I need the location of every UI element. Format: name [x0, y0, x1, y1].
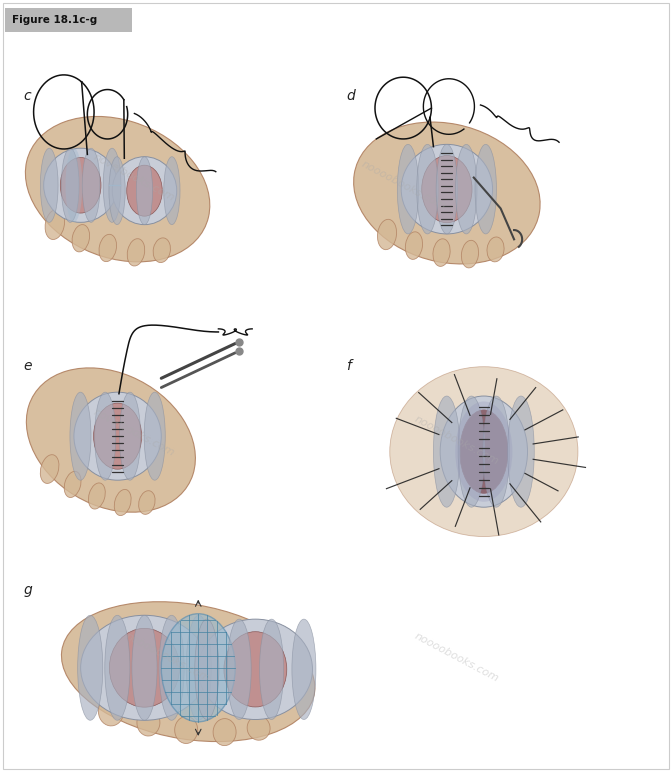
- Ellipse shape: [224, 631, 287, 707]
- Ellipse shape: [26, 117, 210, 262]
- Ellipse shape: [422, 156, 472, 222]
- Ellipse shape: [390, 367, 578, 537]
- Ellipse shape: [164, 157, 180, 225]
- Ellipse shape: [227, 619, 251, 720]
- Text: noooobooks.com: noooobooks.com: [413, 631, 501, 684]
- Ellipse shape: [440, 396, 528, 507]
- Ellipse shape: [112, 157, 177, 225]
- Ellipse shape: [198, 619, 312, 720]
- Ellipse shape: [259, 619, 284, 720]
- Ellipse shape: [89, 483, 106, 509]
- Ellipse shape: [175, 716, 198, 743]
- Ellipse shape: [40, 455, 59, 483]
- Ellipse shape: [455, 401, 512, 502]
- Text: noooobooks.com: noooobooks.com: [124, 631, 212, 684]
- Ellipse shape: [487, 237, 504, 262]
- Ellipse shape: [44, 148, 118, 222]
- Text: novelbooks.com: novelbooks.com: [92, 152, 177, 203]
- Text: e: e: [24, 359, 32, 373]
- Ellipse shape: [127, 165, 162, 216]
- Ellipse shape: [460, 410, 508, 493]
- Ellipse shape: [401, 144, 493, 234]
- Ellipse shape: [110, 628, 179, 707]
- Ellipse shape: [153, 238, 171, 262]
- Ellipse shape: [105, 615, 130, 720]
- Ellipse shape: [45, 209, 65, 239]
- Ellipse shape: [405, 232, 423, 259]
- Ellipse shape: [82, 148, 100, 222]
- Text: Figure 18.1c-g: Figure 18.1c-g: [12, 15, 97, 25]
- FancyBboxPatch shape: [5, 8, 132, 32]
- Ellipse shape: [353, 122, 540, 264]
- Ellipse shape: [137, 709, 160, 736]
- Ellipse shape: [72, 225, 89, 252]
- Ellipse shape: [99, 235, 116, 262]
- Ellipse shape: [159, 615, 184, 720]
- Text: f: f: [346, 359, 351, 373]
- Ellipse shape: [120, 392, 140, 480]
- Ellipse shape: [98, 696, 124, 726]
- Text: c: c: [24, 89, 31, 103]
- Ellipse shape: [161, 614, 235, 722]
- Text: g: g: [24, 583, 32, 597]
- Ellipse shape: [292, 619, 316, 720]
- Ellipse shape: [78, 615, 103, 720]
- Ellipse shape: [397, 144, 419, 234]
- Text: noooobooks.com: noooobooks.com: [360, 159, 447, 212]
- Ellipse shape: [417, 144, 438, 234]
- Ellipse shape: [507, 396, 534, 507]
- Ellipse shape: [40, 148, 58, 222]
- Ellipse shape: [462, 240, 478, 268]
- Ellipse shape: [61, 601, 315, 742]
- Ellipse shape: [65, 472, 81, 497]
- Ellipse shape: [433, 396, 460, 507]
- Ellipse shape: [103, 148, 121, 222]
- Ellipse shape: [132, 615, 157, 720]
- Ellipse shape: [144, 392, 165, 480]
- Ellipse shape: [213, 719, 236, 746]
- Ellipse shape: [436, 144, 458, 234]
- Ellipse shape: [109, 157, 125, 225]
- Ellipse shape: [247, 716, 270, 740]
- Ellipse shape: [114, 489, 131, 516]
- Ellipse shape: [186, 615, 211, 720]
- Ellipse shape: [138, 491, 155, 514]
- Ellipse shape: [60, 157, 101, 213]
- Ellipse shape: [61, 148, 79, 222]
- Text: d: d: [346, 89, 355, 103]
- Ellipse shape: [65, 148, 82, 222]
- Ellipse shape: [93, 403, 142, 469]
- Ellipse shape: [136, 157, 153, 225]
- Ellipse shape: [70, 392, 91, 480]
- Text: noooobooks.com: noooobooks.com: [413, 414, 501, 466]
- Ellipse shape: [433, 239, 450, 266]
- Ellipse shape: [26, 368, 196, 512]
- Ellipse shape: [81, 615, 208, 720]
- Ellipse shape: [127, 239, 144, 266]
- Ellipse shape: [456, 144, 477, 234]
- Ellipse shape: [95, 392, 116, 480]
- Ellipse shape: [458, 396, 485, 507]
- Ellipse shape: [483, 396, 509, 507]
- Ellipse shape: [74, 392, 161, 480]
- Ellipse shape: [475, 144, 497, 234]
- Text: novelbooks.com: novelbooks.com: [92, 407, 177, 458]
- Ellipse shape: [195, 619, 219, 720]
- Ellipse shape: [378, 219, 396, 249]
